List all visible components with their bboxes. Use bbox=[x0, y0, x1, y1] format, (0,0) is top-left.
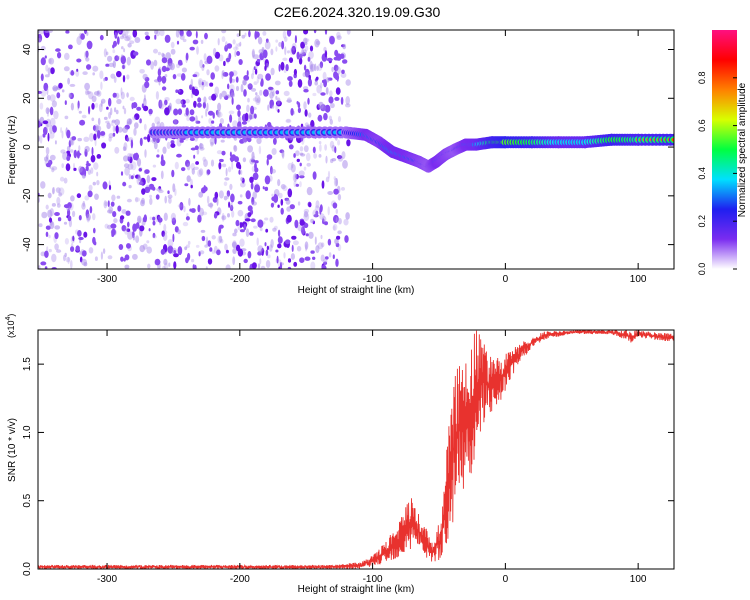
y-tick-label: -40 bbox=[22, 237, 33, 252]
spectrogram-frame bbox=[37, 29, 675, 270]
y-tick-label: 0 bbox=[22, 144, 33, 150]
colorbar-tick-label: 0.2 bbox=[697, 215, 707, 228]
signal-ridge bbox=[148, 126, 674, 173]
x-tick-label: -300 bbox=[97, 574, 117, 585]
x-tick-label: 0 bbox=[503, 274, 509, 285]
spectrogram-y-axis: -40 -20 0 20 40 bbox=[22, 44, 674, 252]
y-tick-label: 0.0 bbox=[22, 562, 33, 576]
snr-y-axis: 0.0 0.5 1.0 1.5 bbox=[22, 357, 674, 576]
x-tick-label: -100 bbox=[363, 274, 383, 285]
figure-title: C2E6.2024.320.19.09.G30 bbox=[274, 4, 441, 20]
noise-speckle bbox=[38, 30, 351, 269]
colorbar: 0.0 0.2 0.4 0.6 0.8 Normalized spectral ampl… bbox=[697, 30, 748, 275]
snr-scale-label: (x104) bbox=[5, 314, 16, 338]
x-tick-label: -200 bbox=[230, 574, 250, 585]
spectrogram-y-label: Frequency (Hz) bbox=[7, 116, 18, 185]
x-tick-label: 0 bbox=[503, 574, 509, 585]
y-tick-label: -20 bbox=[22, 188, 33, 203]
colorbar-ticks: 0.0 0.2 0.4 0.6 0.8 bbox=[697, 72, 737, 276]
x-tick-label: -300 bbox=[97, 274, 117, 285]
y-tick-label: 0.5 bbox=[22, 493, 33, 507]
spectrogram-x-axis: -300 -200 -100 0 100 bbox=[97, 30, 647, 285]
snr-x-label: Height of straight line (km) bbox=[298, 584, 415, 595]
colorbar-tick-label: 0.6 bbox=[697, 119, 707, 132]
colorbar-label: Normalized spectral amplitude bbox=[737, 82, 748, 217]
snr-x-axis: -300 -200 -100 0 100 bbox=[97, 330, 647, 585]
spectrogram-x-label: Height of straight line (km) bbox=[298, 285, 415, 296]
colorbar-tick-label: 0.8 bbox=[697, 72, 707, 85]
x-tick-label: -200 bbox=[230, 274, 250, 285]
y-tick-label: 1.5 bbox=[22, 357, 33, 371]
snr-line bbox=[38, 330, 674, 569]
x-tick-label: 100 bbox=[630, 574, 647, 585]
snr-frame bbox=[37, 329, 675, 570]
snr-panel: -300 -200 -100 0 100 0.0 0.5 1.0 1.5 Height of … bbox=[5, 314, 675, 595]
x-tick-label: 100 bbox=[630, 274, 647, 285]
colorbar-tick-label: 0.0 bbox=[697, 263, 707, 276]
snr-y-label: SNR (10 * v/v) bbox=[7, 418, 18, 482]
x-tick-label: -100 bbox=[363, 574, 383, 585]
colorbar-gradient bbox=[712, 30, 737, 269]
y-tick-label: 40 bbox=[22, 44, 33, 56]
y-tick-label: 20 bbox=[22, 92, 33, 104]
spectrogram-plot-area bbox=[38, 30, 674, 269]
snr-plot-area bbox=[38, 330, 674, 569]
y-tick-label: 1.0 bbox=[22, 425, 33, 439]
colorbar-tick-label: 0.4 bbox=[697, 167, 707, 180]
